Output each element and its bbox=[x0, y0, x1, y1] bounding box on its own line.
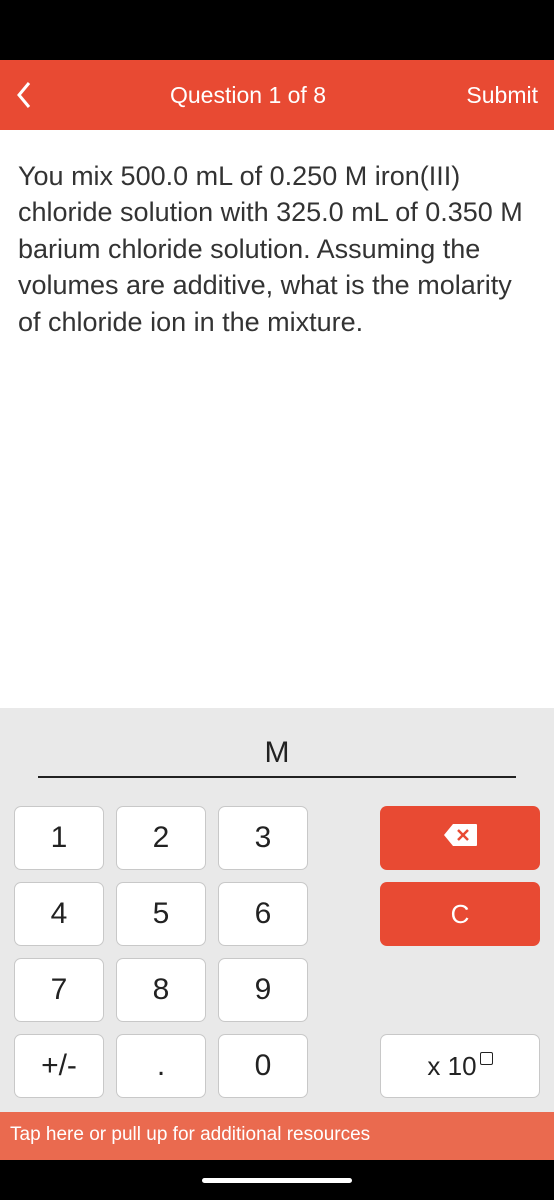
home-bar-area bbox=[0, 1160, 554, 1200]
question-text: You mix 500.0 mL of 0.250 M iron(III) ch… bbox=[18, 158, 536, 340]
question-counter: Question 1 of 8 bbox=[48, 82, 448, 109]
resources-hint: Tap here or pull up for additional resou… bbox=[10, 1124, 370, 1145]
key-8[interactable]: 8 bbox=[116, 958, 206, 1022]
status-bar-blackout bbox=[0, 0, 554, 60]
exponent-box-icon bbox=[480, 1052, 493, 1065]
keypad-spacer bbox=[320, 882, 368, 946]
answer-unit: M bbox=[265, 736, 290, 776]
key-7[interactable]: 7 bbox=[14, 958, 104, 1022]
back-button[interactable] bbox=[16, 81, 48, 109]
keypad: 1 2 3 4 5 6 C 7 8 9 +/- . 0 x 10 bbox=[14, 806, 540, 1106]
backspace-icon bbox=[442, 822, 478, 855]
key-0[interactable]: 0 bbox=[218, 1034, 308, 1098]
exponent-label: x 10 bbox=[427, 1051, 476, 1082]
keypad-spacer bbox=[320, 806, 368, 870]
answer-input[interactable]: M bbox=[38, 728, 516, 778]
key-4[interactable]: 4 bbox=[14, 882, 104, 946]
key-2[interactable]: 2 bbox=[116, 806, 206, 870]
answer-panel: M 1 2 3 4 5 6 C 7 8 9 +/- . 0 x 10 bbox=[0, 708, 554, 1112]
key-6[interactable]: 6 bbox=[218, 882, 308, 946]
key-dot[interactable]: . bbox=[116, 1034, 206, 1098]
question-panel: You mix 500.0 mL of 0.250 M iron(III) ch… bbox=[0, 130, 554, 708]
key-9[interactable]: 9 bbox=[218, 958, 308, 1022]
resources-drawer[interactable]: Tap here or pull up for additional resou… bbox=[0, 1112, 554, 1160]
clear-button[interactable]: C bbox=[380, 882, 540, 946]
key-3[interactable]: 3 bbox=[218, 806, 308, 870]
chevron-left-icon bbox=[16, 81, 32, 109]
key-5[interactable]: 5 bbox=[116, 882, 206, 946]
home-indicator bbox=[202, 1178, 352, 1183]
keypad-spacer bbox=[320, 958, 368, 1022]
app-header: Question 1 of 8 Submit bbox=[0, 60, 554, 130]
key-sign[interactable]: +/- bbox=[14, 1034, 104, 1098]
keypad-spacer bbox=[320, 1034, 368, 1098]
exponent-button[interactable]: x 10 bbox=[380, 1034, 540, 1098]
keypad-spacer bbox=[380, 958, 540, 1022]
key-1[interactable]: 1 bbox=[14, 806, 104, 870]
submit-button[interactable]: Submit bbox=[448, 82, 538, 109]
backspace-button[interactable] bbox=[380, 806, 540, 870]
